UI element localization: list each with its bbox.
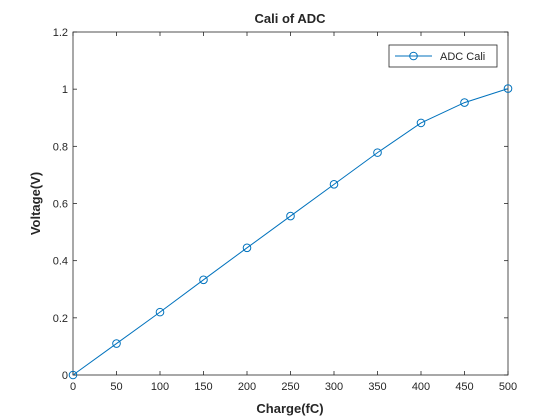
x-tick-label: 300 xyxy=(325,381,343,393)
data-point xyxy=(329,180,339,189)
data-point xyxy=(460,98,469,107)
x-tick-label: 400 xyxy=(412,381,430,393)
x-axis-label: Charge(fC) xyxy=(256,401,323,416)
y-tick-label: 0.8 xyxy=(53,141,68,153)
y-tick-label: 0.2 xyxy=(53,313,68,325)
x-tick-label: 500 xyxy=(499,381,517,393)
x-tick-label: 50 xyxy=(110,381,122,393)
data-point xyxy=(112,339,121,348)
x-tick-label: 200 xyxy=(238,381,256,393)
y-tick-label: 0.6 xyxy=(53,199,68,211)
data-point xyxy=(416,118,426,128)
legend: ADC Cali xyxy=(388,44,498,68)
x-tick-label: 150 xyxy=(194,381,212,393)
data-point xyxy=(503,84,513,93)
series-line xyxy=(72,88,509,376)
data-point xyxy=(155,307,165,317)
data-point xyxy=(286,211,295,221)
y-tick-label: 1 xyxy=(62,84,68,96)
series-layer xyxy=(68,84,513,380)
x-tick-label: 0 xyxy=(70,381,76,393)
ticks: 0 50 100 150 200 250 300 350 400 450 500 0 0.2 0.4 0.6… xyxy=(53,27,517,393)
x-tick-label: 350 xyxy=(368,381,386,393)
x-tick-label: 450 xyxy=(455,381,473,393)
data-point xyxy=(242,243,252,253)
y-tick-label: 0 xyxy=(62,370,68,382)
data-point xyxy=(199,275,208,285)
y-tick-label: 1.2 xyxy=(53,27,68,39)
legend-box xyxy=(388,44,498,68)
y-axis-label: Voltage(V) xyxy=(28,172,43,235)
plot-area xyxy=(72,31,509,376)
x-tick-label: 100 xyxy=(151,381,169,393)
legend-marker xyxy=(409,51,418,61)
data-point xyxy=(68,370,78,380)
y-tick-label: 0.4 xyxy=(53,256,68,268)
x-tick-label: 250 xyxy=(281,381,299,393)
chart-title: Cali of ADC xyxy=(254,11,326,26)
legend-label: ADC Cali xyxy=(440,51,485,63)
data-point xyxy=(373,148,382,157)
